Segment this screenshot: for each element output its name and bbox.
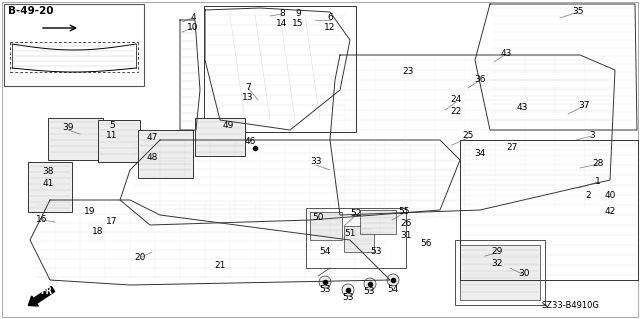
Text: 4: 4 bbox=[190, 13, 196, 23]
Text: 27: 27 bbox=[506, 144, 518, 152]
Bar bbox=[28, 162, 72, 212]
Bar bbox=[138, 130, 193, 178]
Text: 42: 42 bbox=[604, 207, 616, 217]
Text: 46: 46 bbox=[244, 137, 256, 146]
Text: B-49-20: B-49-20 bbox=[8, 6, 54, 16]
Text: 40: 40 bbox=[604, 191, 616, 201]
Text: 41: 41 bbox=[42, 180, 54, 189]
Text: 10: 10 bbox=[188, 24, 199, 33]
Text: 20: 20 bbox=[134, 254, 146, 263]
Text: 47: 47 bbox=[147, 133, 157, 143]
Text: 56: 56 bbox=[420, 240, 432, 249]
Text: 39: 39 bbox=[62, 123, 74, 132]
Text: 55: 55 bbox=[398, 207, 410, 217]
Bar bbox=[48, 118, 103, 160]
Text: 5: 5 bbox=[109, 122, 115, 130]
Text: 16: 16 bbox=[36, 216, 48, 225]
Text: 29: 29 bbox=[492, 248, 502, 256]
Text: 6: 6 bbox=[327, 13, 333, 23]
Text: 33: 33 bbox=[310, 158, 322, 167]
Bar bbox=[204, 6, 356, 132]
Text: 2: 2 bbox=[585, 191, 591, 201]
Text: 43: 43 bbox=[500, 49, 512, 58]
Bar bbox=[455, 240, 545, 305]
Text: 3: 3 bbox=[589, 131, 595, 140]
Text: 52: 52 bbox=[350, 210, 362, 219]
Text: 19: 19 bbox=[84, 207, 96, 217]
Text: 12: 12 bbox=[324, 24, 336, 33]
Text: FR: FR bbox=[40, 287, 52, 296]
Text: 54: 54 bbox=[319, 248, 331, 256]
Circle shape bbox=[319, 276, 331, 288]
Text: 32: 32 bbox=[492, 259, 502, 269]
Bar bbox=[306, 208, 406, 268]
Text: SZ33-B4910G: SZ33-B4910G bbox=[541, 301, 599, 310]
Text: 53: 53 bbox=[371, 248, 381, 256]
Text: 30: 30 bbox=[518, 270, 530, 278]
Text: 21: 21 bbox=[214, 262, 226, 271]
Text: 48: 48 bbox=[147, 153, 157, 162]
Text: 38: 38 bbox=[42, 167, 54, 176]
Text: 50: 50 bbox=[312, 213, 324, 222]
Bar bbox=[360, 210, 396, 234]
Bar bbox=[310, 212, 342, 240]
Text: 1: 1 bbox=[595, 177, 601, 187]
Text: 43: 43 bbox=[516, 103, 528, 113]
Text: 17: 17 bbox=[106, 218, 118, 226]
Circle shape bbox=[364, 278, 376, 290]
Circle shape bbox=[387, 274, 399, 286]
Bar bbox=[344, 226, 374, 252]
Bar bbox=[460, 245, 540, 300]
FancyArrow shape bbox=[28, 286, 54, 306]
Bar bbox=[98, 120, 140, 162]
Text: 35: 35 bbox=[572, 8, 584, 17]
Text: 54: 54 bbox=[387, 286, 399, 294]
Text: 11: 11 bbox=[106, 131, 118, 140]
Text: 37: 37 bbox=[579, 101, 589, 110]
Text: 15: 15 bbox=[292, 19, 304, 28]
Text: 53: 53 bbox=[364, 287, 375, 296]
Text: 49: 49 bbox=[222, 122, 234, 130]
Text: 53: 53 bbox=[319, 286, 331, 294]
Circle shape bbox=[342, 284, 354, 296]
Text: 25: 25 bbox=[462, 131, 474, 140]
Text: 51: 51 bbox=[344, 229, 356, 239]
Text: 28: 28 bbox=[592, 160, 604, 168]
Text: 18: 18 bbox=[92, 227, 104, 236]
Text: 36: 36 bbox=[474, 76, 486, 85]
Text: 31: 31 bbox=[400, 232, 412, 241]
Text: 9: 9 bbox=[295, 10, 301, 19]
Bar bbox=[195, 118, 245, 156]
Text: 23: 23 bbox=[403, 68, 413, 77]
Text: 26: 26 bbox=[400, 219, 412, 228]
Text: 53: 53 bbox=[342, 293, 354, 302]
Text: 8: 8 bbox=[279, 10, 285, 19]
Bar bbox=[4, 4, 144, 86]
Text: 13: 13 bbox=[243, 93, 253, 102]
Text: 7: 7 bbox=[245, 84, 251, 93]
Text: 22: 22 bbox=[451, 108, 461, 116]
Text: 14: 14 bbox=[276, 19, 288, 28]
Text: 34: 34 bbox=[474, 150, 486, 159]
Text: 24: 24 bbox=[451, 95, 461, 105]
